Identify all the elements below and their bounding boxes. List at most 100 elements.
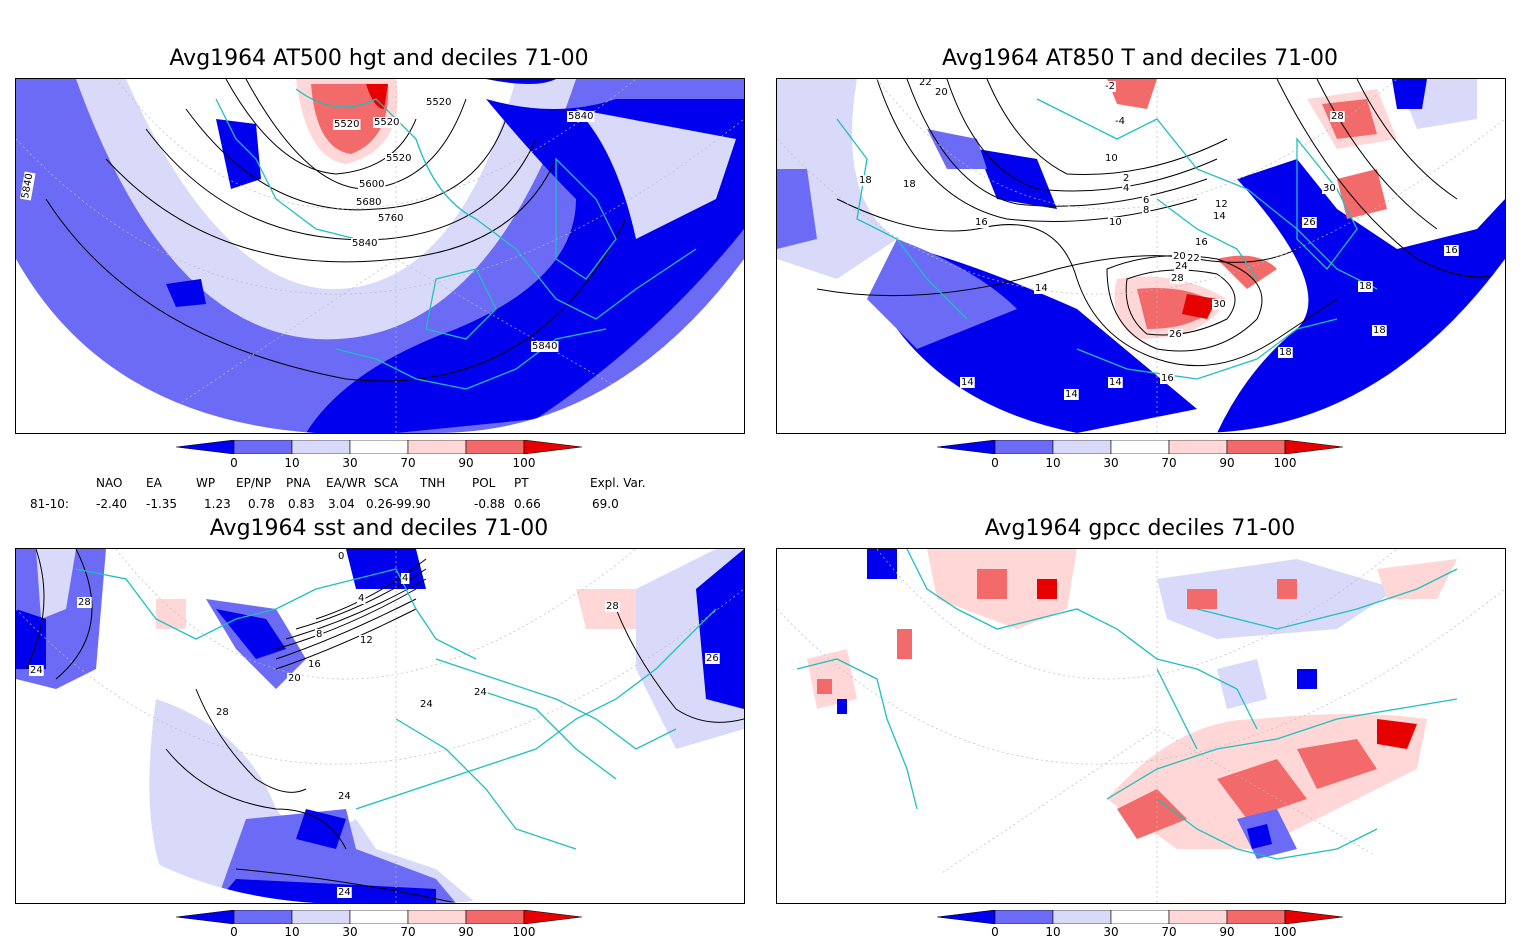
index-value: 0.66 (514, 497, 541, 511)
contour-label: 26 (1303, 217, 1316, 228)
index-header: PNA (286, 476, 311, 490)
index-value: -1.35 (146, 497, 178, 511)
contour-label: 14 (1035, 283, 1048, 294)
colorbar-tick: 70 (400, 925, 416, 939)
contour-label: 18 (1373, 325, 1386, 336)
contour-label: 26 (1169, 329, 1182, 340)
index-header: PT (514, 476, 529, 490)
index-value: 0.83 (288, 497, 315, 511)
contour-label: 22 (1187, 253, 1200, 264)
colorbar-tick: 100 (512, 925, 536, 939)
index-header: Expl. Var. (590, 476, 646, 490)
contour-label: 0 (338, 551, 344, 562)
index-value: 0.78 (248, 497, 275, 511)
contour-label: 20 (288, 673, 301, 684)
colorbar-tick: 0 (230, 925, 238, 939)
contour-label: 5840 (532, 341, 557, 352)
index-row-label: 81-10: (30, 497, 69, 511)
contour-label: 8 (316, 629, 322, 640)
contour-label: 20 (935, 87, 948, 98)
contour-label: 18 (903, 179, 916, 190)
colorbar-tick: 30 (342, 925, 358, 939)
colorbar-tick: 30 (1103, 925, 1119, 939)
contour-label: 4 (402, 573, 408, 584)
colorbar-tick: 10 (284, 925, 300, 939)
contour-label: 5840 (20, 173, 35, 200)
colorbar-tick: 10 (1045, 925, 1061, 939)
contour-label: 6 (1143, 195, 1149, 206)
contour-label: 14 (1213, 211, 1226, 222)
contour-label: 5680 (356, 197, 381, 208)
contour-label: 28 (606, 601, 619, 612)
contour-label: 12 (1215, 199, 1228, 210)
panel-title-hgt500: Avg1964 AT500 hgt and deciles 71-00 (169, 46, 589, 71)
colorbar-tick: 10 (284, 456, 300, 470)
contour-label: 16 (1161, 373, 1174, 384)
contour-label: 16 (1195, 237, 1208, 248)
contour-label: 24 (420, 699, 433, 710)
contour-label: -2 (1105, 81, 1115, 92)
colorbar-sst (176, 910, 583, 924)
map-sst: 28 24 0 4 4 8 12 16 20 24 24 28 24 28 24… (15, 548, 745, 904)
contour-label: 10 (1109, 217, 1122, 228)
contour-label: 12 (360, 635, 373, 646)
colorbar-tick: 0 (991, 925, 999, 939)
index-header: SCA (374, 476, 399, 490)
contour-label: 30 (1323, 183, 1336, 194)
contour-label: 20 (1173, 251, 1186, 262)
contour-label: 5520 (426, 97, 451, 108)
colorbar-tick: 90 (458, 925, 474, 939)
contour-label: 22 (919, 79, 932, 88)
contour-label: 18 (1279, 347, 1292, 358)
colorbar-tick: 90 (1219, 925, 1235, 939)
contour-label: 4 (1123, 183, 1129, 194)
contour-label: 4 (358, 593, 364, 604)
colorbar-tick: 30 (1103, 456, 1119, 470)
contour-label: 18 (859, 175, 872, 186)
contour-label: 30 (1213, 299, 1226, 310)
colorbar-tick: 10 (1045, 456, 1061, 470)
contour-label: 24 (338, 887, 351, 898)
index-header: NAO (96, 476, 123, 490)
contour-label: 10 (1105, 153, 1118, 164)
colorbar-gpcc (937, 910, 1344, 924)
contour-label: 28 (216, 707, 229, 718)
index-header: EP/NP (236, 476, 272, 490)
colorbar-tick: 100 (512, 456, 536, 470)
contour-label: 5520 (374, 117, 399, 128)
index-header: EA/WR (326, 476, 367, 490)
contour-label: 8 (1143, 205, 1149, 216)
contour-label: 16 (308, 659, 321, 670)
contour-label: 24 (338, 791, 351, 802)
contour-label: 16 (975, 217, 988, 228)
index-header: WP (196, 476, 216, 490)
contour-label: 24 (30, 665, 43, 676)
colorbar-tick: 90 (1219, 456, 1235, 470)
panel-title-gpcc: Avg1964 gpcc deciles 71-00 (984, 516, 1296, 541)
contour-label: 24 (474, 687, 487, 698)
index-header: EA (146, 476, 162, 490)
index-header: TNH (420, 476, 446, 490)
colorbar-tick: 0 (991, 456, 999, 470)
colorbar-tick: 70 (1161, 925, 1177, 939)
map-gpcc (776, 548, 1506, 904)
contour-label: 2 (1123, 173, 1129, 184)
contour-label: 28 (1331, 111, 1344, 122)
contour-label: 28 (1171, 273, 1184, 284)
contour-label: 26 (706, 653, 719, 664)
index-header: POL (472, 476, 496, 490)
index-value: -0.88 (474, 497, 506, 511)
colorbar-t850 (937, 440, 1344, 454)
colorbar-hgt500 (176, 440, 583, 454)
contour-label: 14 (1109, 377, 1122, 388)
contour-label: 5520 (334, 119, 359, 130)
contour-label: 5520 (386, 153, 411, 164)
contour-label: 5840 (568, 111, 593, 122)
index-value: -2.40 (96, 497, 128, 511)
index-value: 69.0 (592, 497, 619, 511)
index-value: 3.04 (328, 497, 355, 511)
contour-label: -4 (1115, 116, 1125, 127)
panel-title-t850: Avg1964 AT850 T and deciles 71-00 (941, 46, 1339, 71)
contour-label: 18 (1359, 281, 1372, 292)
index-value: 0.26 (366, 497, 393, 511)
